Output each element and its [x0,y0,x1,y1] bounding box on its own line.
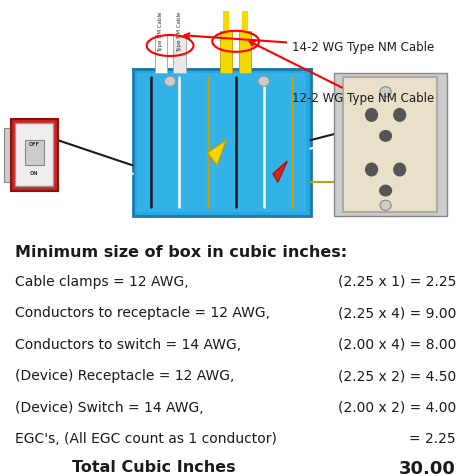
Text: (Device) Receptacle = 12 AWG,: (Device) Receptacle = 12 AWG, [16,369,235,383]
Text: Type NM Cable: Type NM Cable [224,11,229,52]
Ellipse shape [394,109,406,121]
Circle shape [380,87,391,97]
Ellipse shape [380,185,392,196]
Text: 12-2 WG Type NM Cable: 12-2 WG Type NM Cable [250,42,434,105]
Text: (Device) Switch = 14 AWG,: (Device) Switch = 14 AWG, [16,401,204,415]
FancyBboxPatch shape [137,73,306,211]
Text: (2.00 x 4) = 8.00: (2.00 x 4) = 8.00 [337,337,456,352]
Bar [25,140,44,165]
Text: (2.25 x 1) = 2.25: (2.25 x 1) = 2.25 [337,274,456,289]
Text: Type NM Cable: Type NM Cable [177,11,182,52]
Bar [155,35,167,73]
Text: (2.25 x 4) = 9.00: (2.25 x 4) = 9.00 [337,306,456,320]
Circle shape [258,76,269,86]
Text: OFF: OFF [29,142,40,147]
Circle shape [380,200,391,210]
Polygon shape [273,161,287,182]
Text: Type NM Cable: Type NM Cable [158,11,163,52]
Text: 30.00: 30.00 [399,460,456,474]
Circle shape [164,76,176,86]
Text: (2.25 x 2) = 4.50: (2.25 x 2) = 4.50 [337,369,456,383]
Ellipse shape [380,131,392,141]
Text: EGC's, (All EGC count as 1 conductor): EGC's, (All EGC count as 1 conductor) [16,432,277,447]
Bar [220,31,232,73]
Text: ON: ON [30,171,38,176]
Bar [16,123,53,186]
Bar [344,77,437,211]
Text: Total Cubic Inches: Total Cubic Inches [72,460,236,474]
Bar [11,119,58,191]
Polygon shape [208,140,226,165]
Ellipse shape [366,109,377,121]
FancyBboxPatch shape [133,69,310,216]
Text: Minimum size of box in cubic inches:: Minimum size of box in cubic inches: [16,245,347,260]
Text: 14-2 WG Type NM Cable: 14-2 WG Type NM Cable [184,33,434,54]
Bar [334,73,447,216]
Bar [173,35,185,73]
Text: Conductors to switch = 14 AWG,: Conductors to switch = 14 AWG, [16,337,242,352]
Ellipse shape [366,163,377,176]
Ellipse shape [394,163,406,176]
Text: (2.00 x 2) = 4.00: (2.00 x 2) = 4.00 [337,401,456,415]
Text: Type NM Cable: Type NM Cable [243,11,247,52]
Text: = 2.25: = 2.25 [409,432,456,447]
Text: Cable clamps = 12 AWG,: Cable clamps = 12 AWG, [16,274,189,289]
Text: Conductors to receptacle = 12 AWG,: Conductors to receptacle = 12 AWG, [16,306,271,320]
Bar [4,128,11,182]
Bar [239,31,251,73]
